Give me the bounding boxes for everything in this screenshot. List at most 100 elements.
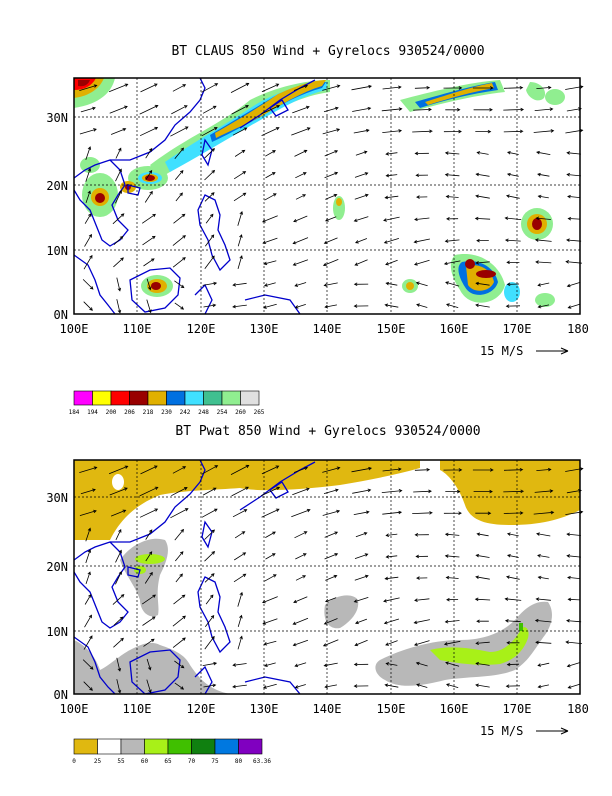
wind-arrow bbox=[445, 194, 459, 199]
wind-arrow bbox=[476, 151, 489, 155]
wind-arrow bbox=[322, 128, 341, 135]
wind-arrow bbox=[294, 531, 308, 539]
wind-arrow bbox=[108, 465, 129, 475]
dry-north bbox=[74, 460, 580, 540]
lon-label: 160E bbox=[440, 702, 469, 716]
wind-arrow bbox=[174, 660, 185, 669]
lat-label: 0N bbox=[54, 688, 68, 702]
wind-arrow bbox=[82, 279, 94, 290]
wind-arrow bbox=[202, 105, 217, 114]
wind-arrow bbox=[536, 467, 552, 472]
lon-label: 120E bbox=[187, 322, 216, 336]
wind-arrow bbox=[203, 303, 217, 308]
wind-arrow bbox=[476, 532, 489, 537]
wind-arrow bbox=[537, 575, 549, 580]
wind-arrow bbox=[413, 238, 430, 244]
wind-arrow bbox=[412, 511, 433, 515]
legend-swatch bbox=[120, 738, 145, 755]
legend-label: 70 bbox=[188, 758, 196, 765]
wind-arrow bbox=[382, 510, 403, 515]
legend-swatch bbox=[184, 390, 204, 406]
wind-arrow bbox=[385, 533, 398, 537]
wind-arrow bbox=[237, 614, 243, 628]
wind-arrow bbox=[416, 683, 428, 688]
wind-arrow bbox=[294, 282, 307, 287]
wind-arrow bbox=[204, 169, 216, 181]
wind-arrow bbox=[504, 619, 521, 623]
wind-arrow bbox=[446, 303, 459, 308]
legend-label: 248 bbox=[198, 409, 209, 416]
wind-arrow bbox=[506, 662, 520, 667]
wind-arrow bbox=[352, 106, 372, 112]
wind-arrow bbox=[146, 278, 152, 291]
wind-arrow bbox=[472, 86, 494, 90]
wind-arrow bbox=[415, 173, 429, 178]
wind-arrow bbox=[142, 235, 156, 246]
wind-arrow bbox=[355, 150, 368, 156]
wind-arrow bbox=[83, 254, 93, 270]
wind-arrow bbox=[140, 83, 158, 93]
wind-arrow bbox=[416, 303, 428, 308]
wind-arrow bbox=[83, 635, 93, 650]
wind-arrow bbox=[83, 681, 93, 691]
wind-arrow bbox=[446, 597, 459, 602]
legend-label: 260 bbox=[235, 409, 246, 416]
wind-arrow bbox=[537, 282, 550, 287]
wind-arrow bbox=[384, 195, 399, 200]
wind-arrow bbox=[503, 107, 525, 112]
grid-lines bbox=[74, 78, 580, 314]
wind-arrow bbox=[504, 238, 521, 243]
wind-arrow bbox=[506, 282, 520, 287]
wind-arrow bbox=[351, 84, 372, 91]
wind-arrow bbox=[413, 259, 430, 266]
wind-arrow bbox=[325, 216, 337, 222]
wind-arrow bbox=[503, 511, 524, 515]
wind-arrow bbox=[144, 571, 153, 584]
wind-arrow bbox=[536, 85, 552, 90]
reference-vector-label: 15 M/S bbox=[480, 724, 523, 738]
wind-arrow bbox=[141, 594, 156, 605]
wind-arrow bbox=[84, 614, 92, 628]
wind-arrow bbox=[474, 597, 491, 602]
wind-arrow bbox=[381, 489, 403, 493]
wind-arrow bbox=[232, 282, 247, 287]
color-legend: 184 194 200 206 218 230 242 248 254 260 265 bbox=[69, 390, 265, 416]
wind-arrow bbox=[566, 619, 582, 623]
wind-arrow bbox=[503, 468, 524, 472]
wind-arrow bbox=[265, 150, 276, 157]
lon-label: 130E bbox=[250, 702, 279, 716]
wind-arrow bbox=[201, 127, 218, 137]
wind-arrow bbox=[231, 105, 249, 115]
panel-claus: BT CLAUS 850 Wind + Gyrelocs 930524/0000 bbox=[46, 44, 589, 416]
wind-arrow bbox=[85, 190, 91, 204]
wind-arrow bbox=[384, 303, 399, 308]
wind-arrow bbox=[84, 593, 92, 605]
wind-arrow bbox=[173, 594, 186, 605]
wind-arrow bbox=[414, 533, 429, 537]
wind-arrow bbox=[291, 127, 311, 136]
wind-arrow bbox=[445, 661, 460, 667]
wind-arrow bbox=[566, 662, 581, 668]
wind-arrow bbox=[566, 532, 581, 537]
wind-arrow bbox=[116, 679, 122, 694]
claus-fill-field bbox=[74, 78, 565, 307]
lat-axis-labels: 0N 10N 20N 30N bbox=[46, 111, 68, 322]
wind-arrow bbox=[537, 304, 550, 309]
wind-arrow bbox=[503, 489, 525, 494]
wind-arrow bbox=[444, 173, 460, 177]
wind-arrow bbox=[443, 86, 463, 90]
wind-arrow bbox=[475, 172, 490, 177]
color-legend: 0 25 55 60 65 70 75 80 63.36 bbox=[72, 738, 271, 765]
wind-arrow bbox=[172, 466, 187, 474]
wind-arrow bbox=[535, 260, 552, 264]
wind-arrow bbox=[383, 238, 400, 244]
wind-arrow bbox=[415, 554, 429, 559]
wind-arrow bbox=[505, 304, 521, 308]
lon-label: 100E bbox=[60, 322, 89, 336]
wind-arrow bbox=[505, 194, 520, 199]
wind-arrow bbox=[503, 86, 524, 90]
wind-arrow bbox=[115, 570, 122, 585]
wind-arrow bbox=[566, 554, 581, 558]
coastlines bbox=[74, 460, 316, 694]
legend-label: 55 bbox=[117, 758, 125, 765]
